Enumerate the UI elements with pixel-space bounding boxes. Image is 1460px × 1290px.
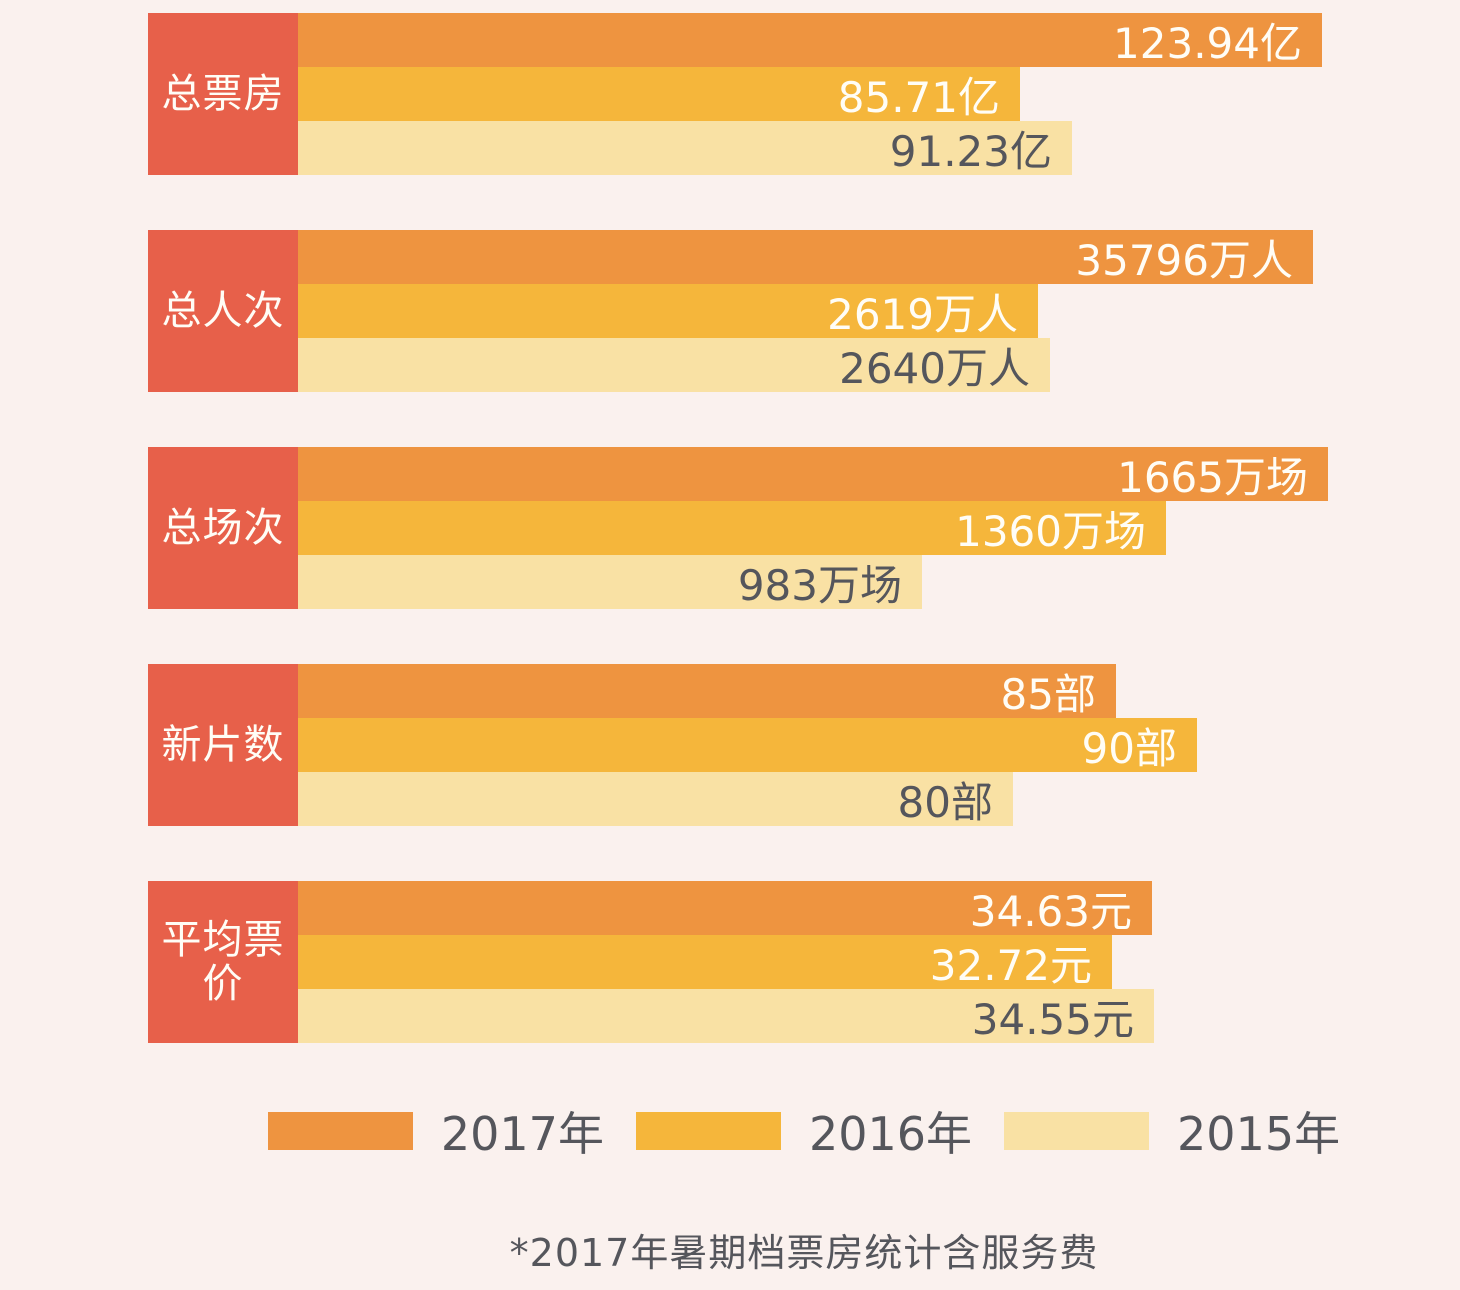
bar-2016: 32.72元 [298,935,1112,990]
bar-value: 2640万人 [839,343,1030,393]
bar-2017: 34.63元 [298,881,1152,936]
legend-label-2017: 2017年 [440,1107,604,1161]
bar-2016: 85.71亿 [298,67,1020,122]
bar-stack: 85部 90部 80部 [298,664,1197,827]
bar-value: 34.63元 [969,886,1132,936]
bar-value: 32.72元 [929,940,1092,990]
bar-value: 983万场 [737,560,902,610]
bar-2015: 983万场 [298,555,922,610]
bar-value: 91.23亿 [889,126,1052,176]
bar-value: 80部 [897,777,993,827]
chart-row-average-ticket-price: 平均票价 34.63元 32.72元 34.55元 [148,881,1460,1044]
chart-row-new-films: 新片数 85部 90部 80部 [148,664,1460,827]
legend-swatch-2016 [635,1112,781,1150]
category-label: 总场次 [148,447,298,609]
category-label: 新片数 [148,664,298,826]
bar-stack: 34.63元 32.72元 34.55元 [298,881,1154,1044]
bar-stack: 123.94亿 85.71亿 91.23亿 [298,13,1322,176]
bar-2015: 91.23亿 [298,121,1072,176]
legend-label-2016: 2016年 [808,1107,973,1161]
bar-value: 2619万人 [827,289,1018,339]
bar-2015: 80部 [298,772,1013,827]
legend-item-2015: 2015年 [1004,1098,1340,1164]
legend-label-2015: 2015年 [1177,1107,1341,1161]
legend-swatch-2017 [267,1112,413,1150]
bar-2017: 123.94亿 [298,13,1322,68]
legend-item-2016: 2016年 [635,1098,973,1164]
bar-2017: 35796万人 [298,230,1313,285]
bar-value: 90部 [1081,723,1177,773]
category-label: 总票房 [148,13,298,175]
footnote: *2017年暑期档票房统计含服务费 [509,1231,1099,1275]
bar-2017: 1665万场 [298,447,1328,502]
bar-stack: 1665万场 1360万场 983万场 [298,447,1328,610]
bar-2015: 2640万人 [298,338,1050,393]
bar-value: 35796万人 [1075,235,1293,285]
bar-value: 1360万场 [955,506,1146,556]
category-label: 平均票价 [148,881,298,1043]
bar-stack: 35796万人 2619万人 2640万人 [298,230,1313,393]
legend-item-2017: 2017年 [267,1098,604,1164]
bar-value: 123.94亿 [1113,18,1302,68]
bar-2017: 85部 [298,664,1116,719]
bar-value: 1665万场 [1117,452,1308,502]
bar-value: 34.55元 [971,994,1134,1044]
category-label: 总人次 [148,230,298,392]
bar-2016: 90部 [298,718,1197,773]
chart-row-total-admissions: 总人次 35796万人 2619万人 2640万人 [148,230,1460,393]
bar-2016: 2619万人 [298,284,1038,339]
legend: 2017年 2016年 2015年 [148,1098,1460,1164]
bar-value: 85部 [1000,669,1096,719]
chart-row-total-boxoffice: 总票房 123.94亿 85.71亿 91.23亿 [148,13,1460,176]
bar-2015: 34.55元 [298,989,1154,1044]
bar-2016: 1360万场 [298,501,1166,556]
chart-row-total-screenings: 总场次 1665万场 1360万场 983万场 [148,447,1460,610]
legend-swatch-2015 [1004,1112,1150,1150]
bar-value: 85.71亿 [837,72,1000,122]
